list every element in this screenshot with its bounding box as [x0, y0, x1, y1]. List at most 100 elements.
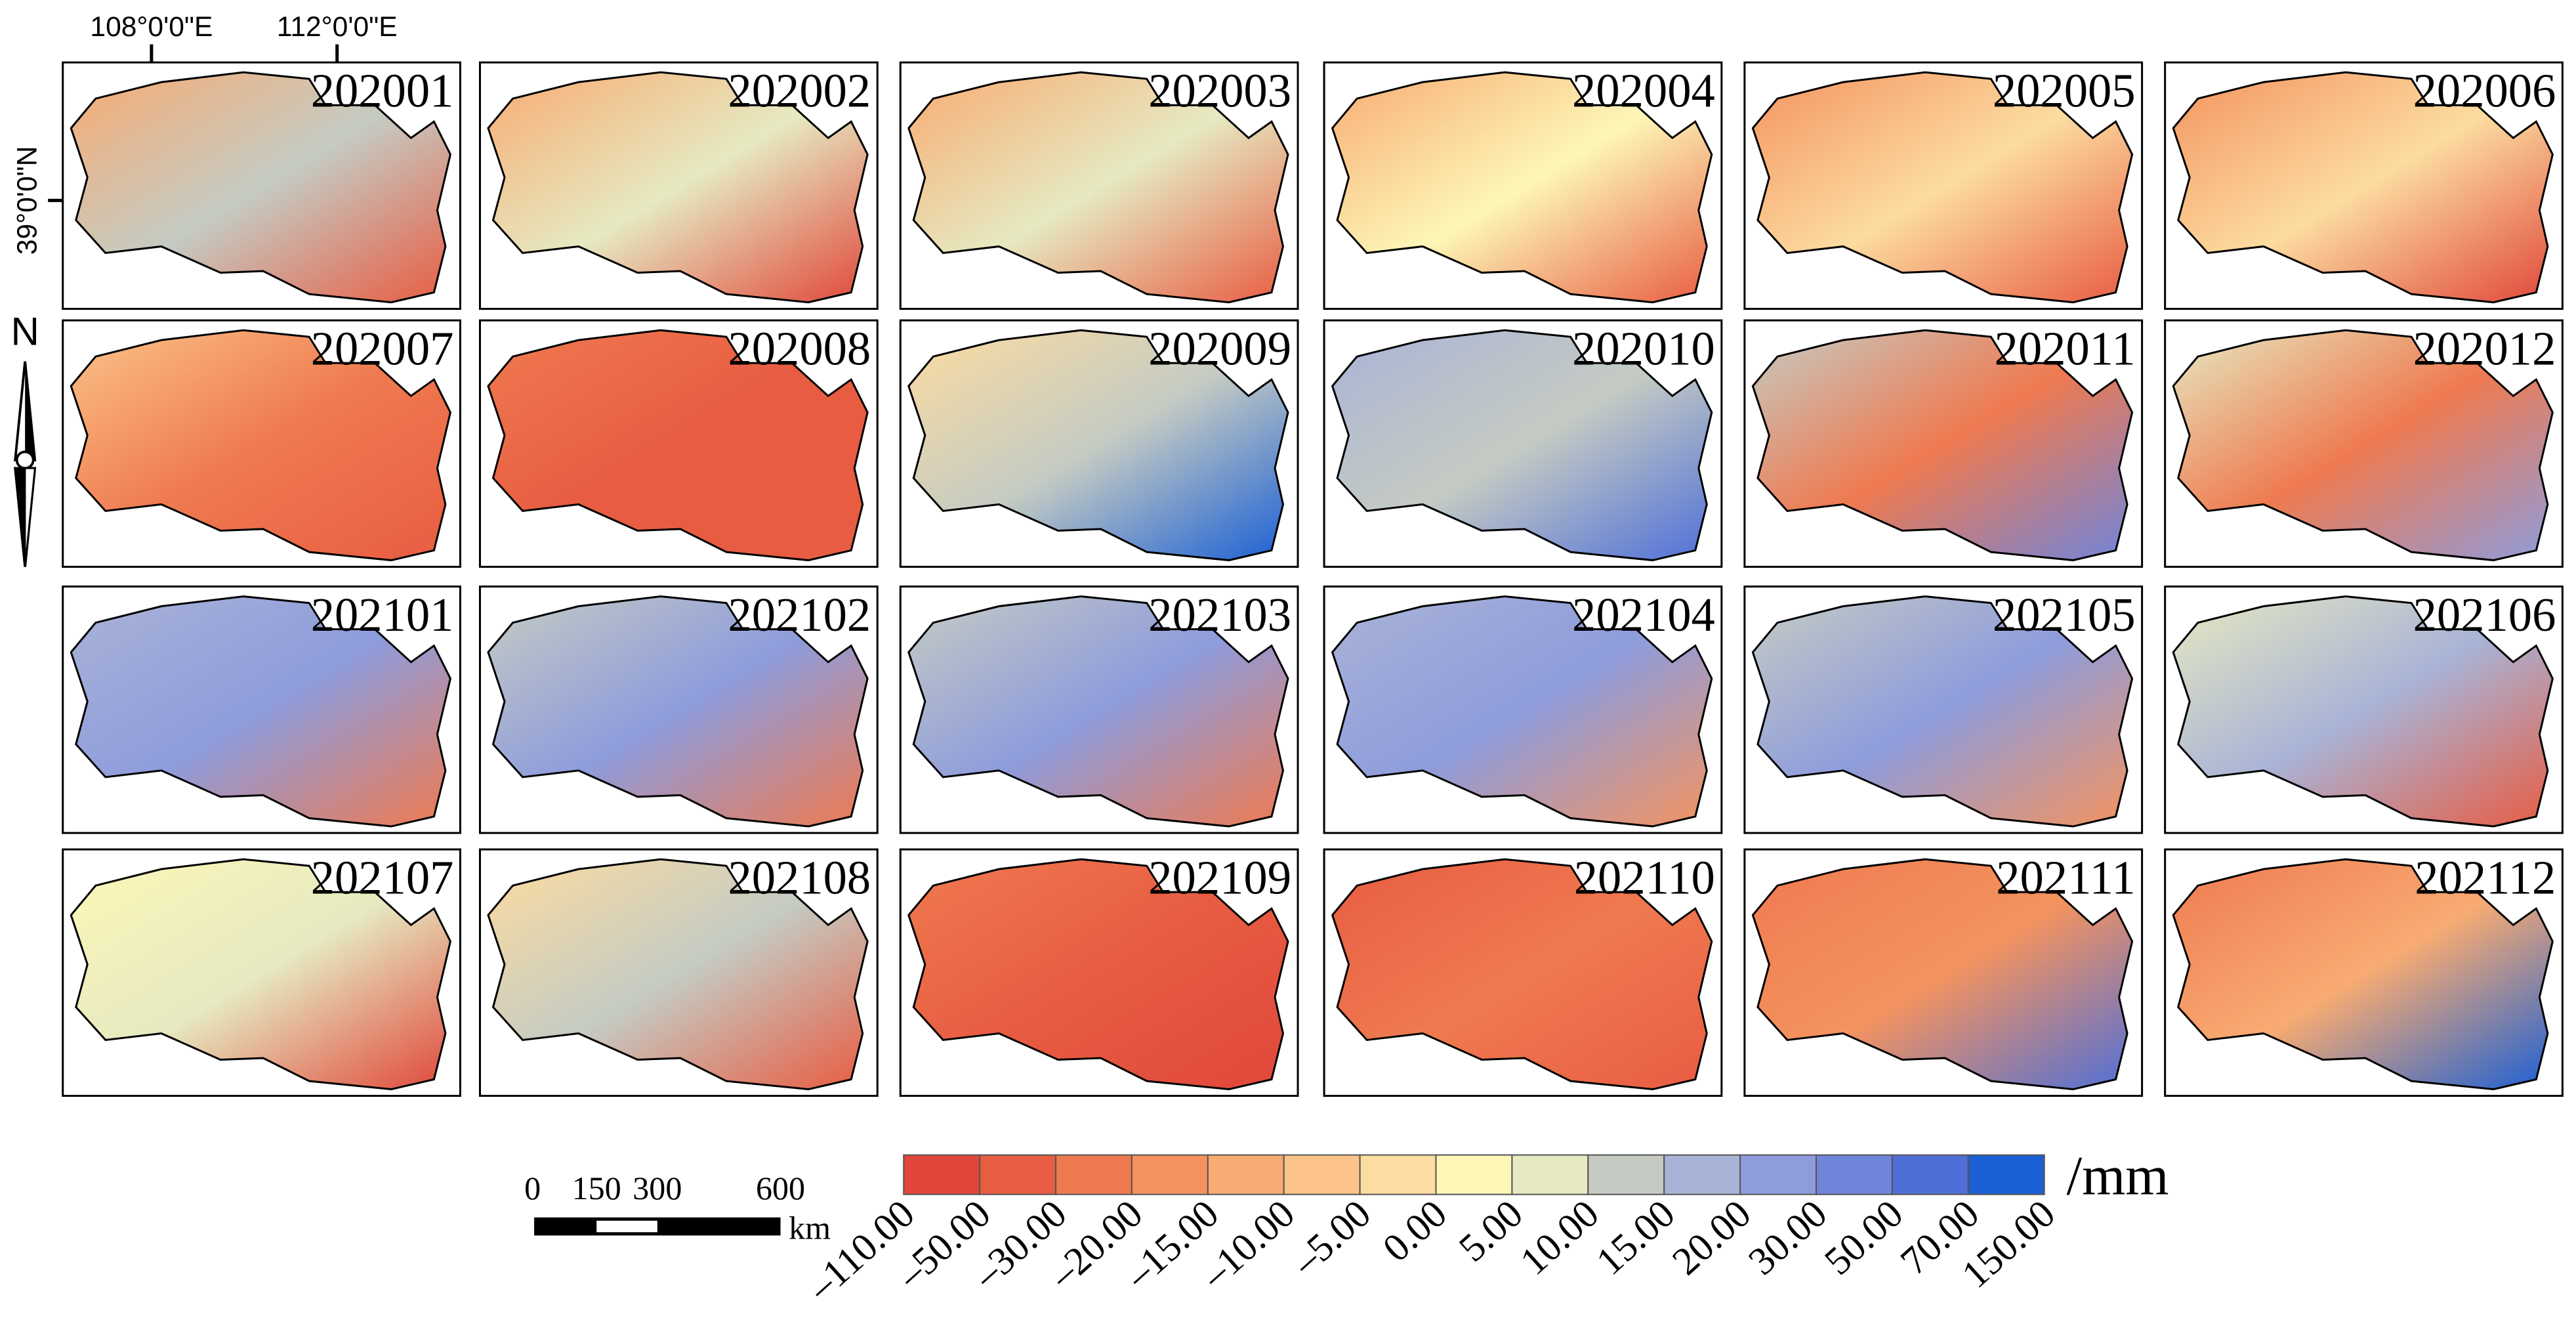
legend-swatch: [1891, 1154, 1969, 1195]
region: [1331, 329, 1713, 562]
legend-label: 30.00: [1739, 1191, 1835, 1283]
panel-label: 202009: [1148, 322, 1291, 375]
panel-label: 202111: [1996, 851, 2135, 904]
map-panel: 202009: [899, 319, 1299, 568]
legend-label: 0.00: [1374, 1191, 1455, 1270]
map-panel: 202002: [478, 61, 879, 310]
region: [2172, 329, 2554, 562]
region: [70, 71, 452, 304]
legend-unit: /mm: [2066, 1145, 2169, 1207]
map-panel: 202010: [1323, 319, 1723, 568]
region: [70, 858, 452, 1091]
panel-label: 202007: [311, 322, 454, 375]
map-panel: 202112: [2164, 848, 2564, 1097]
legend-swatch: [1739, 1154, 1817, 1195]
map-panel: 202011: [1743, 319, 2144, 568]
map-panel: 202003: [899, 61, 1299, 310]
region: [70, 329, 452, 562]
panel-label: 202004: [1572, 64, 1715, 117]
panel-label: 202012: [2413, 322, 2556, 375]
longitude-label: 108°0'0"E: [90, 11, 213, 43]
region: [907, 858, 1289, 1091]
legend-swatch: [1207, 1154, 1285, 1195]
scale-label: 0: [524, 1170, 541, 1206]
region: [2172, 71, 2554, 304]
map-panel: 202012: [2164, 319, 2564, 568]
region: [2172, 858, 2554, 1091]
map-panel: 202108: [478, 848, 879, 1097]
region: [70, 595, 452, 828]
panel-label: 202005: [1993, 64, 2136, 117]
map-panel: 202111: [1743, 848, 2144, 1097]
map-panel: 202105: [1743, 585, 2144, 834]
map-panel: 202005: [1743, 61, 2144, 310]
map-panel: 202107: [62, 848, 461, 1097]
legend-swatch: [1663, 1154, 1741, 1195]
region: [487, 858, 869, 1091]
longitude-label: 112°0'0"E: [277, 11, 398, 43]
panel-label: 202002: [728, 64, 871, 117]
panel-label: 202008: [728, 322, 871, 375]
region: [487, 595, 869, 828]
scale-label: 300: [633, 1170, 682, 1206]
region: [1751, 858, 2134, 1091]
region: [907, 71, 1289, 304]
region: [2172, 595, 2554, 828]
panel-label: 202110: [1574, 851, 1715, 904]
panel-label: 202112: [2415, 851, 2556, 904]
scale-bar: [534, 1217, 781, 1236]
map-panel: 202103: [899, 585, 1299, 834]
map-panel: 202102: [478, 585, 879, 834]
scale-label: 150: [572, 1170, 621, 1206]
map-panel: 202007: [62, 319, 461, 568]
scale-label: 600: [756, 1170, 805, 1206]
region: [1751, 595, 2134, 828]
legend-label: 20.00: [1664, 1191, 1759, 1283]
legend-swatch: [1587, 1154, 1665, 1195]
panel-label: 202105: [1993, 588, 2136, 641]
map-panel: 202110: [1323, 848, 1723, 1097]
legend-label: 10.00: [1512, 1191, 1607, 1283]
region: [1751, 329, 2134, 562]
legend-swatch: [903, 1154, 981, 1195]
north-label: N: [10, 310, 39, 354]
legend-swatch: [1055, 1154, 1132, 1195]
map-panel: 202109: [899, 848, 1299, 1097]
panel-label: 202106: [2413, 588, 2556, 641]
panel-label: 202104: [1572, 588, 1715, 641]
panel-label: 202011: [1995, 322, 2136, 375]
north-arrow: [14, 361, 37, 567]
legend-label: –5.00: [1283, 1191, 1379, 1284]
panel-label: 202006: [2413, 64, 2556, 117]
scale-unit: km: [789, 1209, 831, 1246]
panel-label: 202003: [1148, 64, 1291, 117]
panel-label: 202102: [728, 588, 871, 641]
panel-label: 202103: [1148, 588, 1291, 641]
legend-swatch: [1131, 1154, 1209, 1195]
region: [1331, 71, 1713, 304]
legend-swatch: [1283, 1154, 1361, 1195]
region: [1331, 858, 1713, 1091]
panel-label: 202109: [1148, 851, 1291, 904]
map-panel: 202004: [1323, 61, 1723, 310]
map-panel: 202001: [62, 61, 461, 310]
legend-swatch: [1511, 1154, 1589, 1195]
legend-swatch: [1435, 1154, 1513, 1195]
panel-label: 202108: [728, 851, 871, 904]
region: [1751, 71, 2134, 304]
legend-swatch: [1967, 1154, 2045, 1195]
legend-swatch: [1359, 1154, 1437, 1195]
legend-swatch: [979, 1154, 1057, 1195]
panel-label: 202001: [311, 64, 454, 117]
region: [1331, 595, 1713, 828]
map-panel: 202104: [1323, 585, 1723, 834]
region: [907, 595, 1289, 828]
legend-label: 15.00: [1588, 1191, 1683, 1283]
panel-label: 202107: [311, 851, 454, 904]
region: [907, 329, 1289, 562]
legend-swatch: [1815, 1154, 1893, 1195]
map-panel: 202106: [2164, 585, 2564, 834]
legend-label: 50.00: [1816, 1191, 1911, 1283]
panel-label: 202010: [1572, 322, 1715, 375]
